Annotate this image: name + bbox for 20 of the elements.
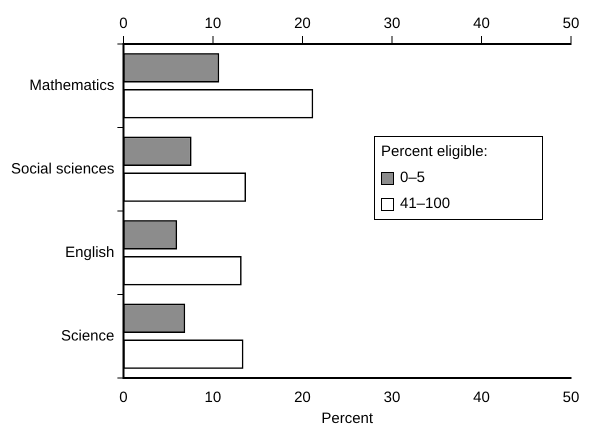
x2-tick-label: 20 — [294, 15, 311, 32]
x2-tick-label: 40 — [473, 15, 490, 32]
legend-frame: Percent eligible: 0–5 41–100 — [374, 136, 543, 220]
x2-tick-label: 30 — [384, 15, 400, 32]
y-tick-label: Mathematics — [29, 76, 114, 94]
legend-title: Percent eligible: — [381, 142, 489, 162]
x2-tick-label: 50 — [562, 15, 580, 32]
x-tick-label: 0 — [119, 389, 128, 406]
x-axis-title: Percent — [321, 410, 374, 428]
y-tick-label: Science — [61, 327, 114, 344]
x2-tick-label: 10 — [204, 15, 222, 32]
x-tick-label: 40 — [473, 389, 490, 406]
x-tick-label: 20 — [294, 389, 311, 406]
legend-label: 0–5 — [400, 168, 426, 188]
x-tick-label: 10 — [204, 389, 222, 406]
y-tick-label: English — [65, 244, 114, 261]
x-tick-label: 50 — [562, 389, 580, 406]
x2-tick-label: 0 — [119, 15, 128, 32]
x-tick-label: 30 — [384, 389, 400, 406]
y-tick-label: Social sciences — [10, 160, 114, 178]
